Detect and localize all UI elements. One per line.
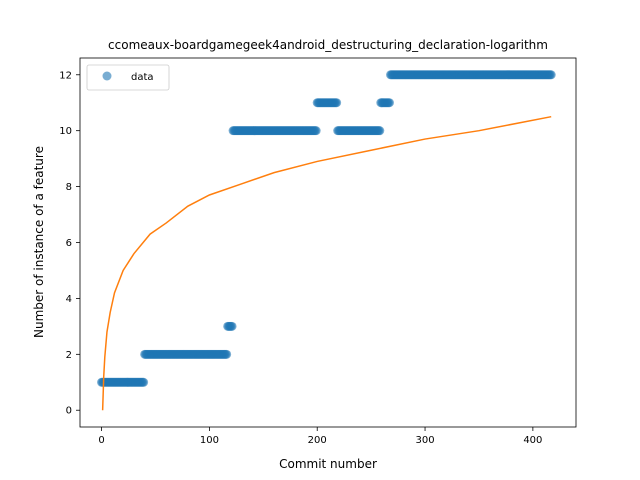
legend: data: [86, 64, 170, 91]
x-axis: 0 100 200 300 400: [98, 427, 542, 446]
chart-title: ccomeaux-boardgamegeek4android_destructu…: [108, 38, 548, 52]
x-tick-label: 200: [308, 435, 327, 446]
y-tick-label: 0: [66, 406, 72, 417]
data-point: [222, 349, 232, 359]
legend-label-data: data: [131, 72, 154, 83]
y-axis-label: Number of instance of a feature: [32, 146, 46, 338]
axes-frame: [79, 57, 577, 428]
x-tick-label: 300: [415, 435, 434, 446]
data-point: [332, 98, 342, 108]
data-point: [311, 126, 321, 136]
data-point: [384, 98, 394, 108]
y-tick-label: 6: [66, 238, 72, 249]
x-tick-label: 0: [98, 435, 104, 446]
data-point: [139, 377, 149, 387]
data-point: [546, 70, 556, 80]
legend-box: [86, 64, 170, 91]
x-tick-label: 400: [523, 435, 542, 446]
plot-area: [97, 70, 556, 411]
y-tick-label: 10: [59, 126, 72, 137]
y-tick-label: 2: [66, 350, 72, 361]
y-tick-label: 12: [59, 70, 72, 81]
data-point: [227, 321, 237, 331]
x-axis-label: Commit number: [279, 457, 377, 471]
y-tick-label: 4: [66, 294, 72, 305]
y-axis: 0 2 4 6 8 10 12: [59, 70, 80, 417]
legend-marker-data: [102, 71, 112, 81]
x-tick-label: 100: [200, 435, 219, 446]
y-tick-label: 8: [66, 182, 72, 193]
fit-line: [101, 115, 552, 411]
data-point: [375, 126, 385, 136]
